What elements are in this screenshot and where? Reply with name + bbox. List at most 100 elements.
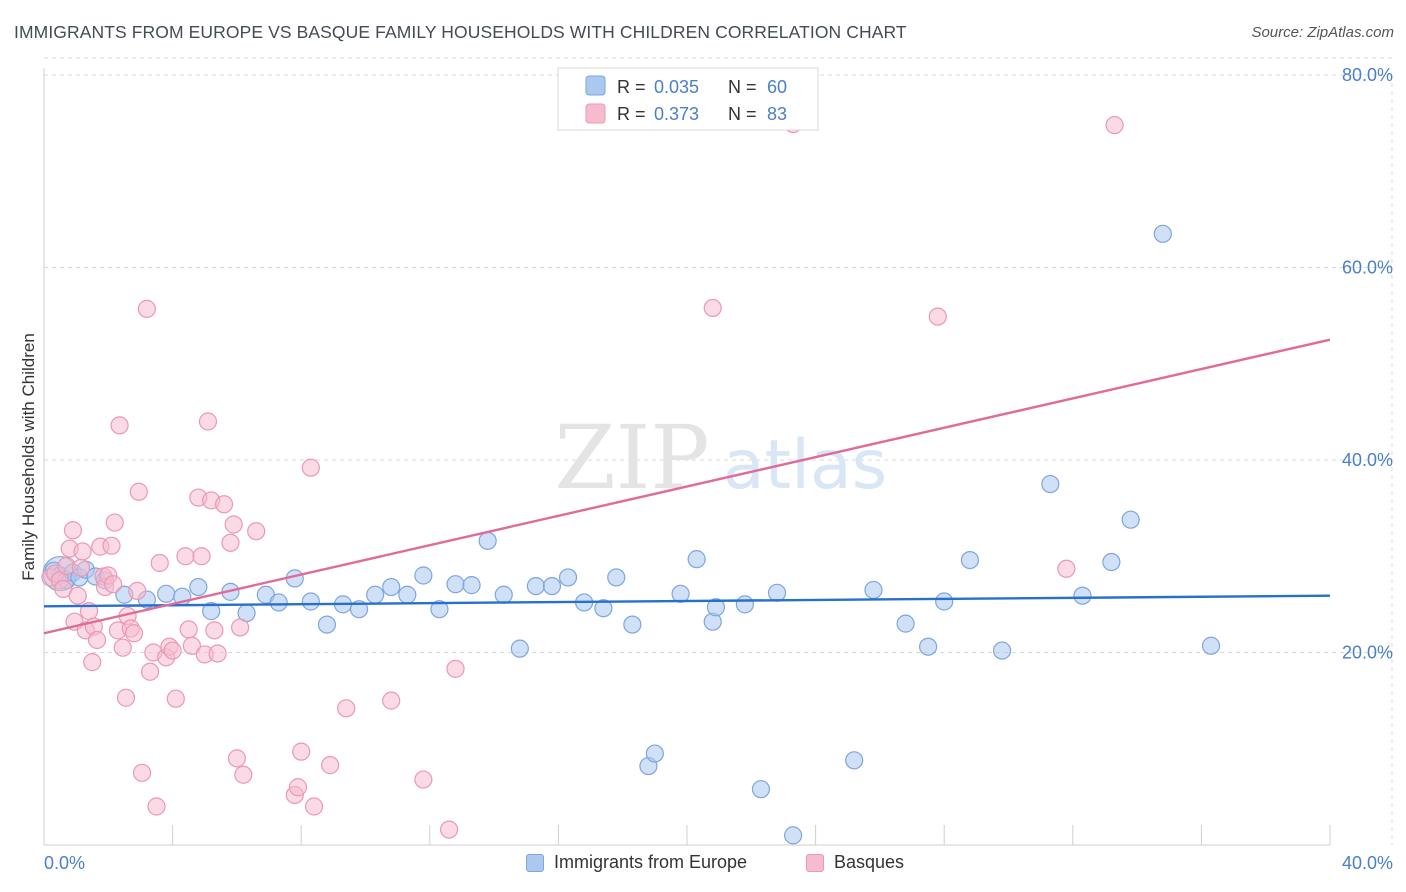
point-europe [594,599,613,618]
legend-n-label-europe: N = [728,77,757,97]
x-tick-label-start: 0.0% [44,853,85,873]
chart-title: IMMIGRANTS FROM EUROPE VS BASQUE FAMILY … [14,22,907,42]
point-basques [208,644,227,663]
point-basques [73,542,92,561]
point-europe [301,592,320,611]
point-basques [301,458,320,477]
legend-r-label-europe: R = [617,77,646,97]
legend-swatch-basques-bottom [806,853,824,872]
point-basques [179,620,198,639]
legend-swatch-europe [585,75,606,96]
point-basques [140,662,160,681]
point-basques [382,691,401,710]
point-basques [182,636,201,655]
point-basques [116,688,136,707]
point-europe [317,615,337,634]
point-europe [446,575,465,594]
point-basques [1057,559,1076,578]
watermark-zip: ZIP [554,406,709,509]
legend-item-basques: Basques [806,852,904,873]
point-europe [864,580,883,600]
point-basques [446,659,465,678]
legend-n-value-basques: 83 [767,104,787,124]
point-europe [157,584,176,603]
point-europe [542,576,562,596]
point-europe [494,585,513,604]
legend-n-label-basques: N = [728,104,757,124]
point-basques [304,797,324,816]
point-basques [104,575,123,594]
point-basques [83,653,102,672]
point-basques [166,689,185,708]
legend-r-value-europe: 0.035 [654,77,699,97]
y-tick-label: 80.0% [1342,65,1393,85]
point-europe [735,595,754,614]
point-basques [132,763,152,782]
point-europe [414,566,433,585]
y-tick-label: 20.0% [1342,643,1393,663]
point-basques [110,416,129,435]
point-basques [87,630,107,650]
point-europe [1102,552,1121,572]
point-basques [337,699,356,718]
point-europe [526,576,545,596]
point-europe [751,780,771,799]
point-basques [221,533,240,552]
point-europe [645,744,664,763]
point-europe [960,550,980,570]
trend-line-europe [43,594,1331,608]
point-basques [234,765,253,784]
point-basques [292,742,311,761]
point-basques [703,298,722,318]
point-europe [1201,636,1221,655]
trend-lines [43,338,1331,635]
legend-swatch-europe-bottom [526,853,544,872]
point-basques [1105,115,1124,135]
point-europe [462,576,481,595]
point-europe [783,826,803,845]
point-europe [430,600,449,619]
point-europe [845,751,864,770]
grid-lines [44,57,1393,845]
point-basques [205,621,224,640]
point-basques [247,522,266,541]
point-basques [124,624,144,643]
point-basques [227,749,246,768]
point-basques [163,641,182,660]
point-europe [706,598,726,617]
point-europe [607,568,626,587]
point-basques [105,513,124,532]
point-europe [510,639,529,658]
point-europe [896,614,915,633]
legend-n-value-europe: 60 [767,77,787,97]
point-europe [919,637,938,656]
point-europe [623,615,642,634]
point-basques [198,412,218,431]
point-europe [558,568,578,587]
axes [43,68,1331,846]
point-basques [102,536,121,555]
point-basques [321,756,340,775]
point-basques [439,820,459,839]
point-europe [478,531,497,550]
y-axis-label: Family Households with Children [19,333,38,581]
point-europe [992,641,1012,660]
point-basques [414,770,433,789]
point-europe [189,577,208,597]
point-europe [382,577,401,597]
point-basques [288,778,308,797]
tick-labels: 20.0% 40.0% 60.0% 80.0% 0.0% 40.0% [44,65,1393,873]
point-europe [202,602,221,621]
source-label: Source: ZipAtlas.com [1251,24,1394,41]
point-europe [269,593,288,612]
point-basques [68,586,87,605]
point-europe [687,550,706,569]
point-europe [1121,510,1140,529]
point-basques [147,797,166,816]
x-tick-label-end: 40.0% [1342,853,1393,873]
point-europe [1153,224,1172,243]
legend-swatch-basques [585,103,606,124]
point-europe [366,585,385,604]
point-europe [398,585,417,604]
